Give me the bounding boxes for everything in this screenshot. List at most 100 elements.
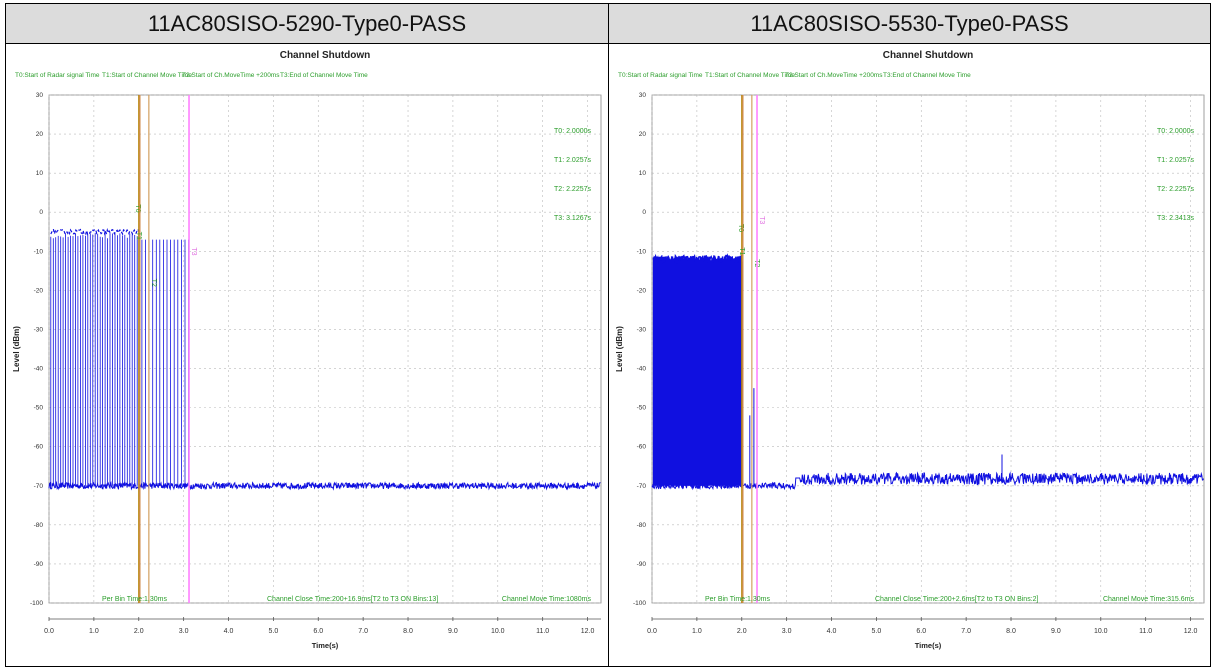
chart-panel-5530: Channel Shutdown T0:Start of Radar signal… — [610, 45, 1210, 665]
x-tick-label: 8.0 — [1006, 628, 1016, 635]
marker-t3-label: T3 — [190, 247, 197, 255]
noise-floor-trace — [48, 480, 601, 491]
marker-t1-label: T1 — [738, 247, 745, 255]
marker-t1-label: T1 — [135, 232, 142, 240]
x-tick-label: 12.0 — [581, 628, 595, 635]
marker-t3-label: T3 — [758, 216, 765, 224]
legend-label: T3:End of Channel Move Time — [883, 72, 971, 79]
y-tick-label: 20 — [36, 131, 44, 138]
x-tick-label: 7.0 — [961, 628, 971, 635]
y-tick-label: -70 — [637, 483, 647, 490]
x-tick-label: 2.0 — [134, 628, 144, 635]
x-tick-label: 3.0 — [782, 628, 792, 635]
x-tick-label: 2.0 — [737, 628, 747, 635]
y-tick-label: 30 — [639, 92, 647, 99]
marker-t3-readout: T3: 2.3413s — [1157, 215, 1194, 222]
x-tick-label: 1.0 — [692, 628, 702, 635]
marker-t3-readout: T3: 3.1267s — [554, 215, 591, 222]
per-bin-time: Per Bin Time:1.30ms — [705, 596, 770, 603]
y-tick-label: 0 — [642, 209, 646, 216]
marker-t0-readout: T0: 2.0000s — [1157, 128, 1194, 135]
chart-panel-5290: Channel Shutdown T0:Start of Radar signal… — [7, 45, 607, 665]
marker-t1-readout: T1: 2.0257s — [1157, 157, 1194, 164]
y-tick-label: -50 — [34, 405, 44, 412]
x-tick-label: 9.0 — [1051, 628, 1061, 635]
results-table: 11AC80SISO-5290-Type0-PASS 11AC80SISO-55… — [5, 3, 1211, 667]
legend-label: T3:End of Channel Move Time — [280, 72, 368, 79]
panel-header-5530: 11AC80SISO-5530-Type0-PASS — [609, 4, 1210, 44]
channel-close-time: Channel Close Time:200+2.6ms[T2 to T3 ON… — [875, 596, 1039, 603]
x-tick-label: 9.0 — [448, 628, 458, 635]
x-tick-label: 10.0 — [1094, 628, 1108, 635]
channel-move-time: Channel Move Time:1080ms — [502, 596, 592, 603]
channel-shutdown-chart-5530: Channel Shutdown T0:Start of Radar signal… — [615, 50, 1205, 650]
x-tick-label: 12.0 — [1184, 628, 1198, 635]
y-tick-label: -20 — [34, 287, 44, 294]
y-tick-label: -10 — [34, 248, 44, 255]
post-burst-trace — [749, 388, 1003, 486]
y-tick-label: -70 — [34, 483, 44, 490]
chart-title: Channel Shutdown — [883, 50, 974, 61]
channel-close-time: Channel Close Time:200+16.9ms[T2 to T3 O… — [267, 596, 438, 603]
column-divider — [608, 44, 609, 666]
radar-burst-trace — [50, 233, 189, 486]
legend-label: T1:Start of Channel Move Time — [705, 72, 795, 79]
marker-t2-label: T2 — [150, 279, 157, 287]
x-axis-label: Time(s) — [915, 641, 942, 650]
x-tick-label: 8.0 — [403, 628, 413, 635]
y-tick-label: -100 — [633, 600, 646, 607]
y-tick-label: -100 — [30, 600, 43, 607]
chart-title: Channel Shutdown — [280, 50, 371, 61]
y-tick-label: 10 — [36, 170, 44, 177]
x-axis-label: Time(s) — [312, 641, 339, 650]
x-tick-label: 5.0 — [872, 628, 882, 635]
legend-label: T0:Start of Radar signal Time — [618, 72, 703, 79]
y-tick-label: -80 — [637, 522, 647, 529]
x-tick-label: 10.0 — [491, 628, 505, 635]
y-tick-label: -30 — [34, 326, 44, 333]
marker-t2-readout: T2: 2.2257s — [1157, 186, 1194, 193]
y-tick-label: -20 — [637, 287, 647, 294]
x-tick-label: 1.0 — [89, 628, 99, 635]
panel-header-5290: 11AC80SISO-5290-Type0-PASS — [6, 4, 609, 44]
radar-burst-trace — [652, 256, 743, 486]
x-tick-label: 5.0 — [269, 628, 279, 635]
legend-label: T2:Start of Ch.MoveTime +200ms — [785, 72, 883, 79]
x-tick-label: 0.0 — [647, 628, 657, 635]
x-tick-label: 4.0 — [224, 628, 234, 635]
x-tick-label: 7.0 — [358, 628, 368, 635]
x-tick-label: 11.0 — [1139, 628, 1152, 635]
y-tick-label: -90 — [34, 561, 44, 568]
x-tick-label: 6.0 — [313, 628, 323, 635]
y-tick-label: -50 — [637, 405, 647, 412]
marker-t2-readout: T2: 2.2257s — [554, 186, 591, 193]
y-tick-label: -30 — [637, 326, 647, 333]
y-tick-label: -40 — [637, 366, 647, 373]
per-bin-time: Per Bin Time:1.30ms — [102, 596, 167, 603]
y-tick-label: -60 — [637, 444, 647, 451]
burst-envelope — [50, 227, 140, 236]
y-tick-label: -60 — [34, 444, 44, 451]
x-tick-label: 4.0 — [827, 628, 837, 635]
y-axis-label: Level (dBm) — [615, 326, 624, 372]
marker-t0-label: T0 — [134, 204, 141, 212]
y-tick-label: 20 — [639, 131, 647, 138]
y-tick-label: -90 — [637, 561, 647, 568]
legend-label: T2:Start of Ch.MoveTime +200ms — [182, 72, 280, 79]
y-tick-label: 0 — [39, 209, 43, 216]
channel-move-time: Channel Move Time:315.6ms — [1103, 596, 1195, 603]
y-tick-label: -40 — [34, 366, 44, 373]
burst-envelope — [652, 253, 742, 265]
legend-label: T1:Start of Channel Move Time — [102, 72, 192, 79]
x-tick-label: 11.0 — [536, 628, 549, 635]
marker-t0-label: T0 — [737, 224, 744, 232]
x-tick-label: 0.0 — [44, 628, 54, 635]
y-axis-label: Level (dBm) — [12, 326, 21, 372]
marker-t1-readout: T1: 2.0257s — [554, 157, 591, 164]
legend-label: T0:Start of Radar signal Time — [15, 72, 100, 79]
x-tick-label: 6.0 — [916, 628, 926, 635]
noise-floor-trace — [651, 471, 1204, 491]
y-tick-label: -10 — [637, 248, 647, 255]
x-tick-label: 3.0 — [179, 628, 189, 635]
y-tick-label: 10 — [639, 170, 647, 177]
